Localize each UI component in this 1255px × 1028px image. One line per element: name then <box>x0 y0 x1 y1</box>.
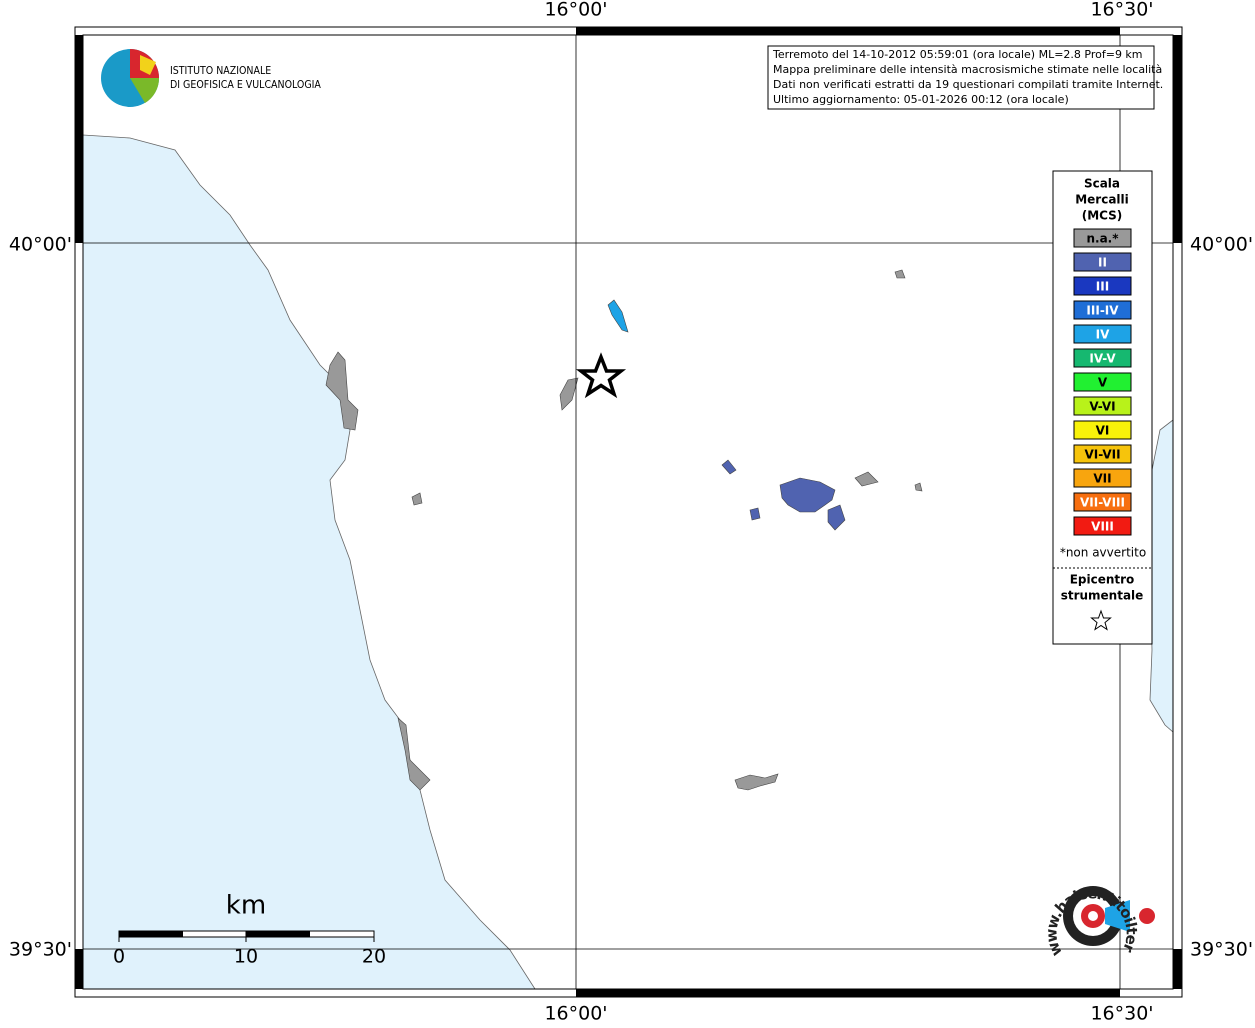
lat-label: 40°00' <box>9 234 72 256</box>
legend-swatch <box>1073 492 1132 512</box>
ingv-logo: ISTITUTO NAZIONALE DI GEOFISICA E VULCAN… <box>101 49 321 107</box>
legend-label: V-VI <box>1089 400 1115 414</box>
legend-swatch <box>1073 444 1132 464</box>
area <box>827 504 846 531</box>
legend-swatch <box>1073 324 1132 344</box>
epicenter-star <box>575 352 627 399</box>
lat-label: 40°00' <box>1190 234 1253 256</box>
legend-label: II <box>1098 256 1107 270</box>
scale-label: 10 <box>234 946 258 968</box>
logo-ring <box>1088 911 1098 921</box>
area <box>721 459 737 475</box>
legend-label: VIII <box>1091 520 1114 534</box>
scale-unit: km <box>226 891 266 921</box>
legend-epicenter: Epicentro <box>1070 573 1135 587</box>
area <box>749 507 761 521</box>
frame-bar <box>576 27 1120 35</box>
area <box>397 717 431 791</box>
area <box>914 482 923 492</box>
frame-bar <box>1173 35 1182 243</box>
scale-bar: km 0 10 20 <box>113 891 386 968</box>
area <box>854 471 879 487</box>
sea <box>1149 419 1174 733</box>
frame <box>74 26 1183 998</box>
legend-star <box>1090 609 1112 631</box>
logo-segment <box>130 78 160 103</box>
info-line: Mappa preliminare delle intensità macros… <box>773 63 1162 76</box>
institute-name: ISTITUTO NAZIONALE <box>170 65 271 77</box>
legend-title: Mercalli <box>1075 193 1129 207</box>
area <box>779 477 836 513</box>
legend-swatch <box>1073 348 1132 368</box>
legend-swatch <box>1073 276 1132 296</box>
legend-label: V <box>1098 376 1108 390</box>
info-lines: Terremoto del 14-10-2012 05:59:01 (ora l… <box>772 48 1163 106</box>
frame-bar <box>576 989 1120 997</box>
legend-epicenter: strumentale <box>1061 589 1144 603</box>
info-line: Terremoto del 14-10-2012 05:59:01 (ora l… <box>772 48 1143 61</box>
area <box>607 299 629 333</box>
legend-note: *non avvertito <box>1060 546 1146 560</box>
frame-bar <box>1173 949 1182 989</box>
intensity-areas <box>325 269 923 791</box>
lon-label: 16°00' <box>544 0 607 21</box>
info-line: Dati non verificati estratti da 19 quest… <box>773 78 1163 91</box>
legend-label: VI-VII <box>1084 448 1120 462</box>
logo-dot <box>1139 908 1155 924</box>
legend-title: Scala <box>1084 177 1120 191</box>
area <box>325 351 359 431</box>
scale-label: 0 <box>113 946 125 968</box>
sea <box>82 134 536 990</box>
area <box>734 773 779 791</box>
logo-beam <box>1105 900 1130 932</box>
area <box>894 269 906 279</box>
info-box <box>767 45 1155 110</box>
info-line: Ultimo aggiornamento: 05-01-2026 00:12 (… <box>773 93 1069 106</box>
legend-swatch <box>1073 300 1132 320</box>
scale-label: 20 <box>362 946 386 968</box>
legend-label: VII <box>1093 472 1111 486</box>
area <box>411 492 423 506</box>
legend-swatch <box>1073 516 1132 536</box>
frame-bar <box>75 35 83 243</box>
lat-label: 39°30' <box>1190 939 1253 961</box>
legend-label: VII-VIII <box>1080 496 1125 510</box>
lon-label: 16°30' <box>1090 1003 1153 1025</box>
legend-swatch <box>1073 228 1132 248</box>
institute-name: DI GEOFISICA E VULCANOLOGIA <box>170 79 321 91</box>
legend-swatch <box>1073 468 1132 488</box>
logo-segment <box>140 55 156 75</box>
legend-label: III-IV <box>1086 304 1119 318</box>
legend-items: n.a.*IIIIIIII-IVIVIV-VVV-VIVIVI-VIIVIIVI… <box>1073 228 1132 536</box>
area <box>559 377 579 411</box>
legend-swatch <box>1073 252 1132 272</box>
lat-label: 39°30' <box>9 939 72 961</box>
legend-swatch <box>1073 420 1132 440</box>
lon-label: 16°00' <box>544 1003 607 1025</box>
legend-label: IV <box>1096 328 1110 342</box>
legend-title: (MCS) <box>1082 209 1123 223</box>
frame-bar <box>75 949 83 989</box>
legend-swatch <box>1073 396 1132 416</box>
legend-swatch <box>1073 372 1132 392</box>
lon-label: 16°30' <box>1090 0 1153 21</box>
scale-segment <box>119 931 183 937</box>
legend-label: IV-V <box>1089 352 1116 366</box>
legend-label: VI <box>1096 424 1110 438</box>
legend-label: III <box>1096 280 1109 294</box>
scale-segment <box>246 931 310 937</box>
legend-label: n.a.* <box>1086 232 1119 246</box>
